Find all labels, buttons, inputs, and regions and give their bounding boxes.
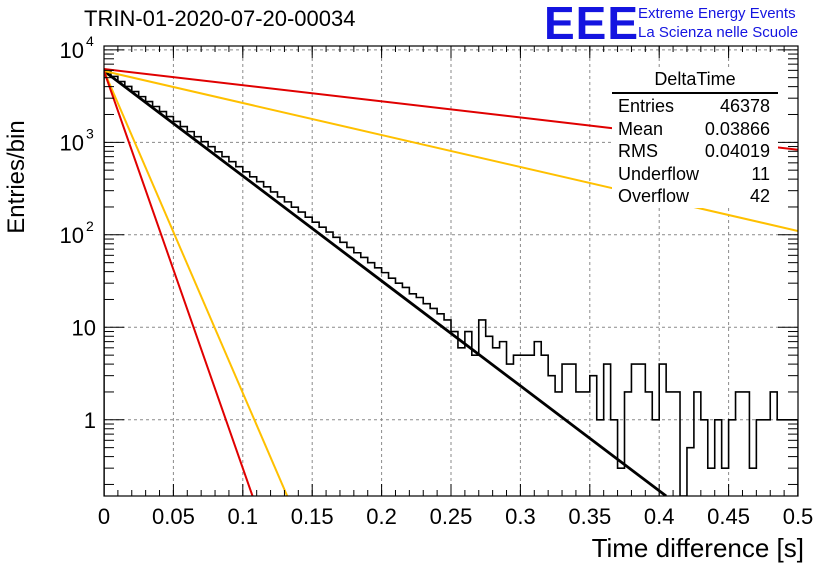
y-tick-exponent: 2: [86, 218, 94, 234]
x-tick-label: 0.35: [568, 504, 611, 529]
stats-row-rms: RMS 0.04019: [612, 140, 778, 163]
x-tick-label: 0: [98, 504, 110, 529]
eee-logo: EEE: [544, 0, 640, 49]
fit-line-4: [104, 70, 254, 496]
x-tick-label: 0.1: [228, 504, 259, 529]
fit-line-0: [104, 69, 667, 496]
project-name: Extreme Energy Events La Scienza nelle S…: [638, 4, 798, 42]
stats-row-mean: Mean 0.03866: [612, 118, 778, 141]
stats-label: Mean: [618, 118, 664, 139]
stats-row-entries: Entries 46378: [612, 95, 778, 118]
x-tick-label: 0.2: [366, 504, 397, 529]
stats-value: 42: [749, 186, 770, 206]
stats-title: DeltaTime: [612, 68, 778, 94]
x-tick-label: 0.4: [644, 504, 675, 529]
x-tick-label: 0.15: [291, 504, 334, 529]
x-tick-label: 0.05: [152, 504, 195, 529]
plot-area: [104, 68, 798, 496]
fit-line-2: [104, 70, 289, 496]
histogram-outline: [104, 70, 798, 496]
stats-label: RMS: [618, 141, 658, 161]
y-tick-label: 10: [72, 315, 96, 340]
stats-box: DeltaTime Entries 46378 Mean 0.03866 RMS…: [612, 68, 778, 208]
stats-label: Underflow: [618, 163, 700, 184]
stats-row-underflow: Underflow 11: [612, 163, 778, 186]
y-tick-exponent: 4: [86, 33, 94, 49]
project-line-2: La Scienza nelle Scuole: [638, 24, 799, 41]
axes: 0 0.05 0.1 0.15 0.2 0.25 0.3 0.35 0.4 0.45 0.5 1 10 1…: [60, 33, 814, 529]
y-tick-label: 1: [84, 408, 96, 433]
stats-row-overflow: Overflow 42: [612, 185, 778, 208]
y-axis-label: Entries/bin: [3, 120, 30, 234]
stats-value: 11: [751, 163, 770, 184]
x-tick-label: 0.25: [430, 504, 473, 529]
stats-label: Entries: [618, 96, 675, 116]
x-tick-label: 0.3: [505, 504, 536, 529]
stats-label: Overflow: [618, 186, 690, 206]
run-title: TRIN-01-2020-07-20-00034: [84, 6, 356, 31]
x-tick-label: 0.5: [783, 504, 814, 529]
y-tick-exponent: 3: [86, 125, 94, 141]
y-tick-label: 10: [60, 223, 84, 248]
project-line-1: Extreme Energy Events: [638, 5, 796, 22]
y-tick-label: 10: [60, 38, 84, 63]
y-axis-label-box: Entries/bin: [2, 112, 32, 242]
y-tick-label: 10: [60, 130, 84, 155]
stats-value: 46378: [719, 96, 770, 116]
x-tick-label: 0.45: [707, 504, 750, 529]
x-axis-label: Time difference [s]: [591, 533, 804, 563]
stats-value: 0.03866: [704, 118, 770, 139]
stats-value: 0.04019: [704, 141, 770, 161]
grid-lines: [104, 46, 798, 496]
